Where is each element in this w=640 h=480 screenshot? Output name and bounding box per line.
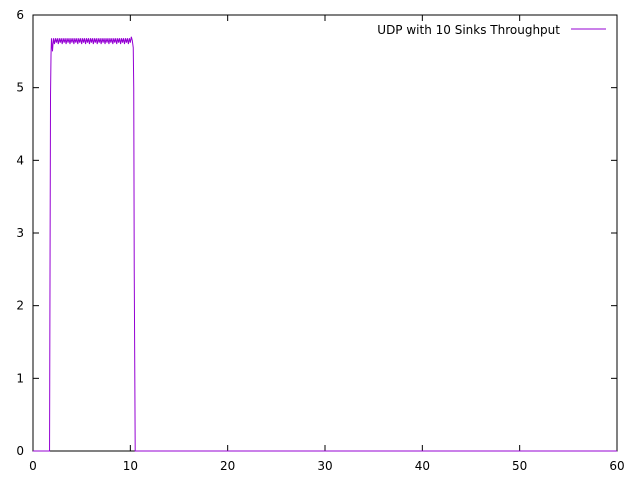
y-tick-label: 4 bbox=[16, 153, 24, 167]
x-tick-label: 0 bbox=[29, 459, 37, 473]
legend: UDP with 10 Sinks Throughput bbox=[377, 23, 606, 37]
series-line bbox=[33, 36, 617, 452]
y-tick-label: 6 bbox=[16, 8, 24, 22]
plot-frame bbox=[32, 14, 618, 452]
axis-tick-labels: 0 10 20 30 40 50 60 0 1 2 3 4 5 6 bbox=[16, 8, 624, 473]
legend-label: UDP with 10 Sinks Throughput bbox=[377, 23, 560, 37]
x-tick-label: 10 bbox=[123, 459, 138, 473]
y-tick-label: 5 bbox=[16, 81, 24, 95]
x-tick-label: 40 bbox=[415, 459, 430, 473]
axis-ticks bbox=[32, 14, 618, 452]
y-tick-label: 2 bbox=[16, 299, 24, 313]
series-layer bbox=[33, 36, 617, 452]
y-tick-label: 0 bbox=[16, 444, 24, 458]
x-tick-label: 20 bbox=[220, 459, 235, 473]
x-tick-label: 50 bbox=[512, 459, 527, 473]
y-tick-label: 1 bbox=[16, 371, 24, 385]
x-tick-label: 30 bbox=[317, 459, 332, 473]
y-tick-label: 3 bbox=[16, 226, 24, 240]
x-tick-label: 60 bbox=[609, 459, 624, 473]
